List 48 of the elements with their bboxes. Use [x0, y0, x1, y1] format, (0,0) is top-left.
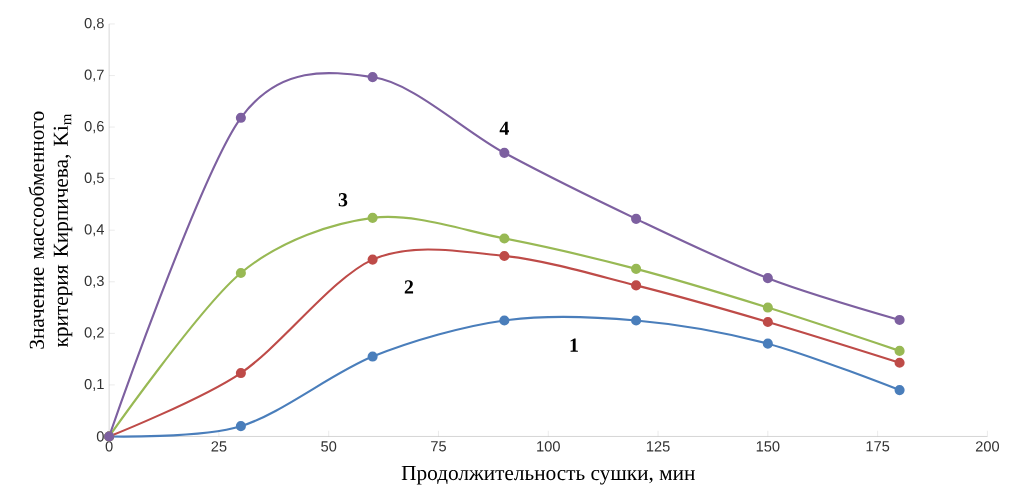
- series-label: 2: [404, 280, 414, 294]
- point: [894, 345, 905, 356]
- point: [499, 147, 510, 158]
- x-tick-label: 75: [431, 441, 446, 452]
- x-axis-title: Продолжительность сушки, мин: [401, 466, 695, 485]
- y-tick-label: 0,5: [84, 172, 104, 185]
- point: [894, 385, 905, 396]
- point: [235, 267, 246, 279]
- point: [762, 273, 773, 284]
- y-tick-label: 0,4: [84, 224, 104, 237]
- point: [631, 213, 642, 224]
- point: [367, 212, 378, 223]
- x-tick-label: 0: [105, 441, 113, 452]
- point: [235, 367, 246, 379]
- point: [762, 302, 773, 313]
- y-axis-title: Значение массообменного критерия Кирпичева, Ki$_{m}$: [28, 111, 73, 349]
- series-label: 1: [570, 338, 578, 352]
- point: [631, 315, 642, 326]
- point: [367, 254, 378, 265]
- point: [762, 316, 773, 328]
- series-label: 3: [338, 193, 348, 207]
- y-tick-label: 0,8: [84, 17, 104, 31]
- x-tick-label: 175: [866, 441, 890, 452]
- y-tick-label: 0: [96, 431, 104, 442]
- point: [235, 421, 246, 432]
- x-tick-label: 150: [756, 441, 780, 452]
- point: [499, 315, 510, 326]
- point: [367, 351, 378, 362]
- point: [631, 263, 642, 274]
- x-tick-label: 25: [211, 441, 227, 452]
- point: [894, 314, 905, 326]
- point: [499, 250, 510, 262]
- point: [367, 72, 378, 83]
- y-tick-label: 0,6: [84, 121, 104, 134]
- y-tick-label: 0,3: [84, 275, 104, 288]
- y-tick-label: 0,7: [84, 69, 104, 82]
- y-tick-label: 0,1: [84, 378, 104, 391]
- x-tick-label: 200: [975, 441, 1000, 452]
- point: [894, 357, 905, 368]
- x-tick-label: 50: [321, 441, 337, 452]
- x-tick-label: 125: [646, 441, 670, 452]
- point: [235, 112, 246, 123]
- point: [499, 233, 510, 244]
- series-label: 4: [499, 121, 509, 135]
- point: [631, 280, 642, 291]
- y-tick-label: 0,2: [84, 327, 104, 340]
- point: [762, 338, 773, 349]
- x-tick-label: 100: [537, 441, 560, 452]
